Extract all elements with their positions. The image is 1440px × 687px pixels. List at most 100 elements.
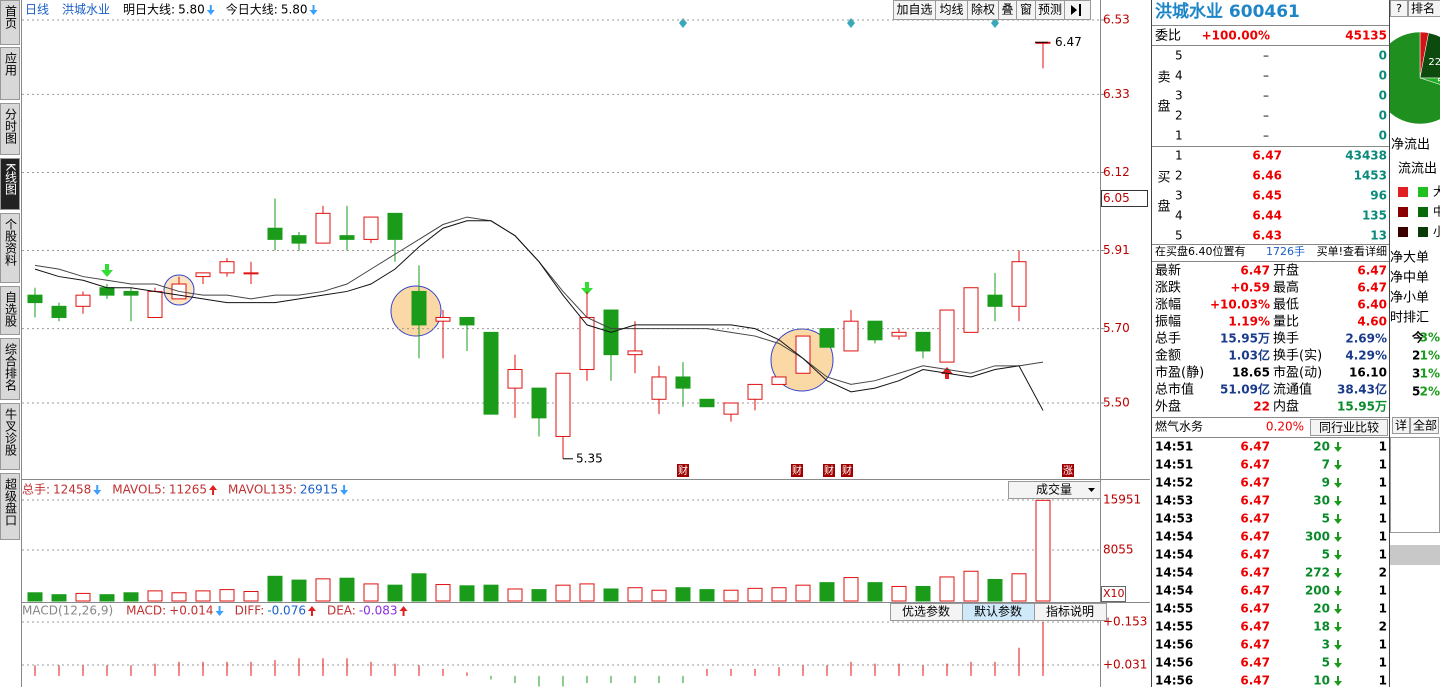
level: 3: [1175, 189, 1183, 203]
volume-bar: [555, 584, 571, 602]
volume-bar: [891, 585, 907, 602]
candle-body: [939, 309, 955, 363]
tick-count: 1: [1379, 584, 1387, 598]
legend-swatch: [1418, 187, 1428, 197]
volume-bar: [675, 587, 691, 602]
volume-bar: [411, 573, 427, 602]
rank-pct: 1%: [1420, 367, 1440, 381]
button-label: 除权: [971, 2, 995, 17]
y-tick-label: 5.50: [1103, 396, 1130, 410]
arrow-icon: [206, 5, 215, 15]
event-marker[interactable]: [677, 464, 689, 477]
stat-label: 内盘: [1273, 399, 1299, 415]
rank-pct: 1%: [1420, 349, 1440, 363]
price: 6.47: [1252, 149, 1282, 163]
level: 1: [1175, 129, 1183, 143]
event-marker[interactable]: [1062, 464, 1074, 477]
notice-link[interactable]: 买单!查看详细: [1317, 244, 1387, 258]
tick-volume: 5: [1322, 548, 1330, 562]
tick-price: 6.47: [1240, 656, 1270, 670]
legend-swatch: [1398, 227, 1408, 237]
nav-label: 个股资料: [4, 218, 18, 266]
size-label: 小: [1433, 225, 1440, 239]
nav-tab[interactable]: [0, 47, 20, 100]
tab-button[interactable]: [1410, 417, 1439, 434]
volume-bar: [627, 587, 643, 602]
volume-bar: [723, 589, 739, 602]
stat-value: 38.43亿: [1337, 382, 1387, 397]
stat-value: 1.19%: [1228, 315, 1270, 329]
stat-value: 6.47: [1240, 264, 1270, 278]
candle-body: [963, 287, 979, 333]
tick-count: 1: [1379, 440, 1387, 454]
tick-price: 6.47: [1240, 494, 1270, 508]
stat-label: 金额: [1155, 348, 1181, 364]
volume: 1453: [1354, 169, 1387, 183]
dropdown-icon: [1088, 488, 1095, 492]
header-label: MACD(12,26,9): [22, 604, 113, 618]
nav-tab[interactable]: [0, 338, 20, 400]
stat-label: 流通值: [1273, 382, 1312, 398]
candle-body: [243, 272, 259, 275]
header-label: DEA:: [327, 604, 356, 618]
volume-bar: [219, 589, 235, 602]
nav-tab[interactable]: [0, 213, 20, 283]
nav-tab[interactable]: [0, 473, 20, 540]
event-marker[interactable]: [841, 464, 853, 477]
rank-button[interactable]: [1408, 0, 1440, 17]
rank-row: 2: [1412, 349, 1420, 363]
button-label: 均线: [939, 3, 963, 17]
industry-change: 0.20%: [1266, 420, 1304, 434]
candle-body: [795, 335, 811, 374]
candle-body: [987, 294, 1003, 307]
ref-price-box: [1101, 189, 1148, 207]
stat-label: 总手: [1155, 332, 1181, 347]
candle-body: [675, 376, 691, 389]
nav-label: K线图: [4, 163, 18, 195]
stat-label: 换手(实): [1273, 349, 1322, 364]
header-label: MAVOL135:: [228, 483, 297, 497]
header-value: 5.80: [178, 3, 205, 17]
rank-title: 时排汇: [1390, 311, 1429, 326]
nav-tab[interactable]: [0, 286, 20, 335]
mini-table: [1390, 437, 1440, 533]
button-label: 加自选: [896, 3, 932, 17]
tick-time: 14:52: [1155, 476, 1193, 490]
tab-button[interactable]: [1392, 417, 1410, 434]
tick-volume: 7: [1322, 458, 1330, 472]
header-value: 12458: [53, 483, 91, 497]
candle-body: [627, 350, 643, 356]
candle-body: [435, 316, 451, 322]
price: 6.43: [1252, 229, 1282, 243]
unit-label: X10: [1103, 587, 1125, 600]
nav-tab[interactable]: [0, 403, 20, 470]
tick-count: 2: [1379, 620, 1387, 634]
stat-value: 51.09亿: [1220, 382, 1270, 397]
notice-volume: 1726手: [1266, 244, 1305, 258]
indicator-button[interactable]: [1034, 603, 1107, 621]
help-button[interactable]: [1390, 0, 1408, 17]
volume-bar: [291, 579, 307, 602]
tick-price: 6.47: [1240, 530, 1270, 544]
event-marker-label: 财: [792, 464, 802, 477]
event-marker[interactable]: [823, 464, 835, 477]
toolbar-button[interactable]: [1035, 0, 1065, 20]
toolbar-button[interactable]: [1064, 0, 1091, 20]
nav-tab[interactable]: [0, 0, 20, 45]
volume: 0: [1379, 49, 1387, 63]
nav-tab[interactable]: [0, 103, 20, 155]
level: 5: [1175, 49, 1183, 63]
industry-button[interactable]: [1310, 419, 1388, 436]
volume-bar: [987, 578, 1003, 602]
candle-body: [27, 294, 43, 304]
volume: 96: [1370, 189, 1387, 203]
arrow-icon: [209, 485, 218, 495]
event-marker[interactable]: [791, 464, 803, 477]
tick-count: 1: [1379, 674, 1387, 687]
volume-bar: [483, 584, 499, 602]
volume-bar: [963, 570, 979, 602]
arrow-icon: [1334, 514, 1342, 524]
tick-time: 14:56: [1155, 656, 1193, 670]
nav-tab[interactable]: [0, 158, 20, 210]
selector[interactable]: [1008, 481, 1101, 499]
